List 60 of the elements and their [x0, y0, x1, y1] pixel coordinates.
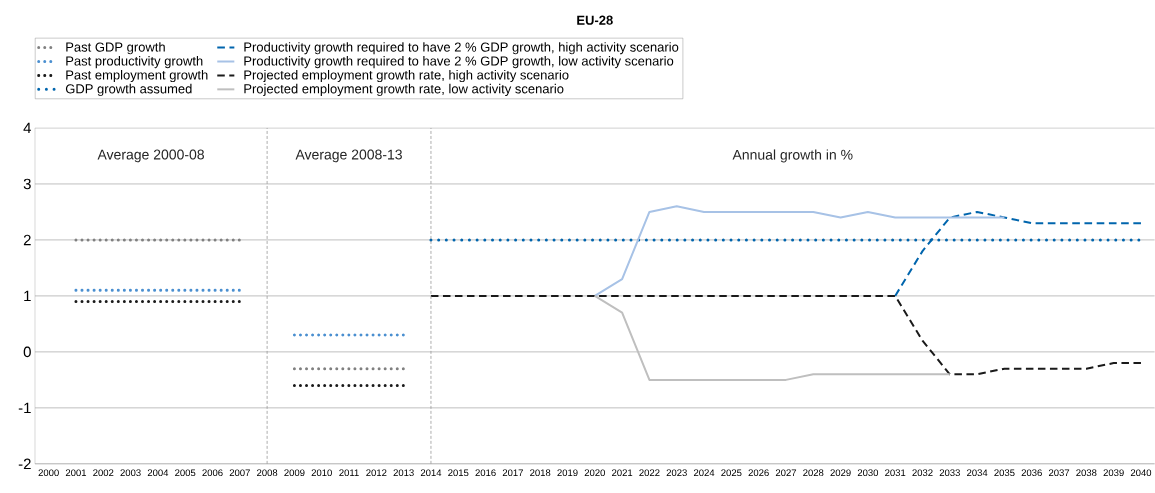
x-tick-label: 2038 [1076, 469, 1097, 477]
x-tick-label: 2028 [803, 469, 824, 477]
y-tick-label: 0 [23, 346, 31, 358]
x-tick-label: 2027 [775, 469, 797, 477]
x-tick-label: 2007 [229, 469, 250, 477]
x-tick-label: 2026 [748, 469, 769, 477]
x-tick-label: 2035 [994, 469, 1015, 477]
x-tick-label: 2002 [93, 469, 114, 477]
x-tick-label: 2021 [612, 469, 633, 477]
x-tick-label: 2018 [530, 469, 551, 477]
legend-label: Past employment growth [66, 70, 208, 83]
x-tick-label: 2019 [557, 469, 578, 477]
x-tick-label: 2014 [420, 469, 442, 477]
x-tick-label: 2040 [1130, 469, 1152, 477]
y-tick-label: 1 [24, 290, 31, 302]
annotation: Annual growth in % [732, 149, 853, 163]
x-tick-label: 2001 [65, 469, 87, 477]
x-tick-label: 2020 [584, 469, 605, 477]
x-tick-label: 2008 [257, 469, 278, 477]
y-tick-label: 4 [23, 122, 32, 134]
annotation: Average 2008-13 [295, 149, 402, 163]
x-tick-label: 2039 [1103, 469, 1124, 477]
x-tick-label: 2023 [666, 469, 687, 477]
y-tick-label: -1 [18, 402, 31, 414]
y-tick-label: -2 [18, 458, 31, 470]
x-tick-label: 2013 [393, 469, 414, 477]
x-tick-label: 2011 [339, 469, 359, 477]
x-tick-label: 2017 [502, 469, 523, 477]
x-tick-label: 2034 [967, 469, 988, 477]
x-tick-label: 2004 [147, 469, 169, 477]
legend-label: Projected employment growth rate, low activity scenario [244, 83, 564, 97]
annotation: Average 2000-08 [97, 149, 204, 163]
x-tick-label: 2024 [693, 469, 715, 477]
legend-label: GDP growth assumed [65, 83, 192, 97]
x-tick-label: 2030 [857, 469, 879, 477]
x-tick-label: 2003 [120, 469, 141, 477]
legend-label: Productivity growth required to have 2 % GDP growth, low activity scenario [244, 56, 674, 69]
legend-label: Past productivity growth [66, 56, 203, 69]
x-tick-label: 2009 [284, 469, 305, 477]
y-tick-label: 3 [23, 178, 31, 190]
legend-label: Productivity growth required to have 2 % GDP growth, high activity scenario [244, 42, 679, 55]
x-tick-label: 2012 [366, 469, 387, 477]
x-tick-label: 2010 [311, 469, 332, 477]
chart-title: EU-28 [577, 15, 613, 25]
x-tick-label: 2031 [885, 469, 906, 477]
legend-label: Projected employment growth rate, high activity scenario [244, 70, 569, 83]
x-tick-label: 2033 [939, 469, 960, 477]
x-tick-label: 2029 [830, 469, 851, 477]
x-tick-label: 2015 [448, 469, 469, 477]
x-tick-label: 2005 [175, 469, 196, 477]
x-tick-label: 2036 [1021, 469, 1042, 477]
x-tick-label: 2025 [721, 469, 742, 477]
x-tick-label: 2000 [38, 469, 59, 477]
x-tick-label: 2037 [1048, 469, 1070, 477]
y-tick-label: 2 [23, 234, 31, 246]
x-tick-label: 2032 [912, 469, 933, 477]
x-tick-label: 2022 [639, 469, 660, 477]
x-tick-label: 2006 [202, 469, 223, 477]
x-tick-label: 2016 [475, 469, 496, 477]
legend-label: Past GDP growth [66, 42, 165, 55]
